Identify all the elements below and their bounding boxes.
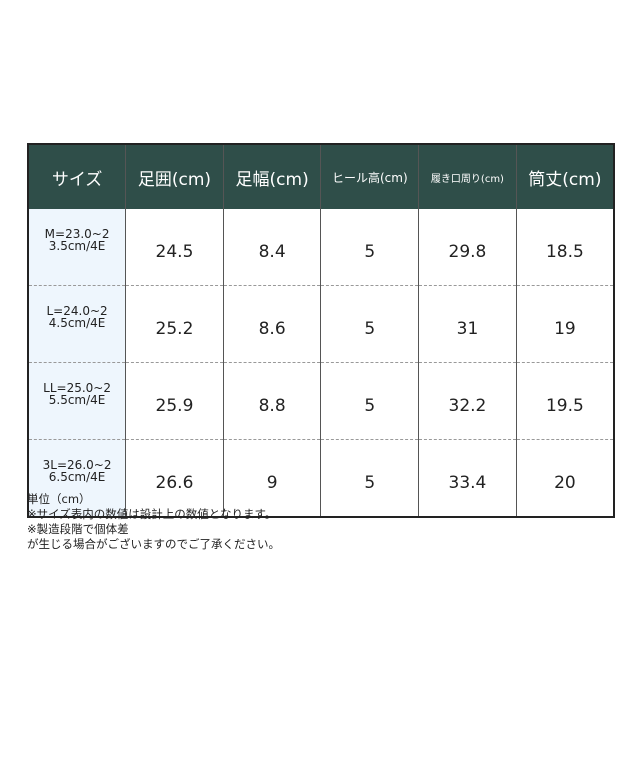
- value-cell: 9: [222, 439, 321, 517]
- value-cell: 8.4: [222, 209, 321, 286]
- size-label-line: 5.5cm/4E: [48, 393, 106, 407]
- header-foot-girth: 足囲(cm): [125, 144, 224, 209]
- header-opening-circumference: 履き口周り(cm): [418, 144, 517, 209]
- header-shaft-height: 筒丈(cm): [515, 144, 614, 209]
- note-2: ※製造段階で個体差: [27, 522, 129, 536]
- notes: 単位（cm） ※サイズ表内の数値は設計上の数値となります。 ※製造段階で個体差 …: [27, 492, 280, 552]
- value-cell: 8.8: [222, 362, 321, 440]
- value-cell: 29.8: [418, 209, 517, 286]
- size-label-line: M=23.0~2: [44, 227, 110, 241]
- value-cell: 26.6: [125, 439, 224, 517]
- size-cell: L=24.0~2 4.5cm/4E: [27, 285, 126, 363]
- value-cell: 5: [320, 439, 419, 517]
- note-1: ※サイズ表内の数値は設計上の数値となります。: [27, 507, 277, 521]
- value-cell: 25.9: [125, 362, 224, 440]
- table-row: 3L=26.0~2 6.5cm/4E 26.6 9 5 33.4 20: [27, 439, 614, 517]
- table-row: L=24.0~2 4.5cm/4E 25.2 8.6 5 31 19: [27, 285, 614, 363]
- size-cell: M=23.0~2 3.5cm/4E: [27, 209, 126, 286]
- value-cell: 19.5: [515, 362, 614, 440]
- size-cell: 3L=26.0~2 6.5cm/4E: [27, 439, 126, 517]
- size-label-line: L=24.0~2: [46, 304, 108, 318]
- size-label-line: 4.5cm/4E: [48, 316, 106, 330]
- note-3: が生じる場合がございますのでご了承ください。: [27, 537, 280, 551]
- size-label-line: 3L=26.0~2: [42, 458, 112, 472]
- value-cell: 31: [418, 285, 517, 363]
- value-cell: 25.2: [125, 285, 224, 363]
- value-cell: 20: [515, 439, 614, 517]
- size-label-line: 3.5cm/4E: [48, 239, 106, 253]
- value-cell: 33.4: [418, 439, 517, 517]
- value-cell: 32.2: [418, 362, 517, 440]
- table-row: M=23.0~2 3.5cm/4E 24.5 8.4 5 29.8 18.5: [27, 209, 614, 286]
- table-row: LL=25.0~2 5.5cm/4E 25.9 8.8 5 32.2 19.5: [27, 362, 614, 440]
- header-foot-width: 足幅(cm): [222, 144, 321, 209]
- value-cell: 5: [320, 285, 419, 363]
- size-label-line: LL=25.0~2: [43, 381, 111, 395]
- size-cell: LL=25.0~2 5.5cm/4E: [27, 362, 126, 440]
- header-heel-height: ヒール高(cm): [320, 144, 419, 209]
- header-row: サイズ 足囲(cm) 足幅(cm) ヒール高(cm) 履き口周り(cm) 筒丈(…: [27, 144, 614, 209]
- value-cell: 18.5: [515, 209, 614, 286]
- header-size: サイズ: [27, 144, 126, 209]
- value-cell: 19: [515, 285, 614, 363]
- note-unit: 単位（cm）: [27, 492, 91, 506]
- value-cell: 5: [320, 209, 419, 286]
- value-cell: 5: [320, 362, 419, 440]
- size-table: サイズ 足囲(cm) 足幅(cm) ヒール高(cm) 履き口周り(cm) 筒丈(…: [27, 143, 615, 518]
- value-cell: 8.6: [222, 285, 321, 363]
- size-label-line: 6.5cm/4E: [48, 470, 106, 484]
- value-cell: 24.5: [125, 209, 224, 286]
